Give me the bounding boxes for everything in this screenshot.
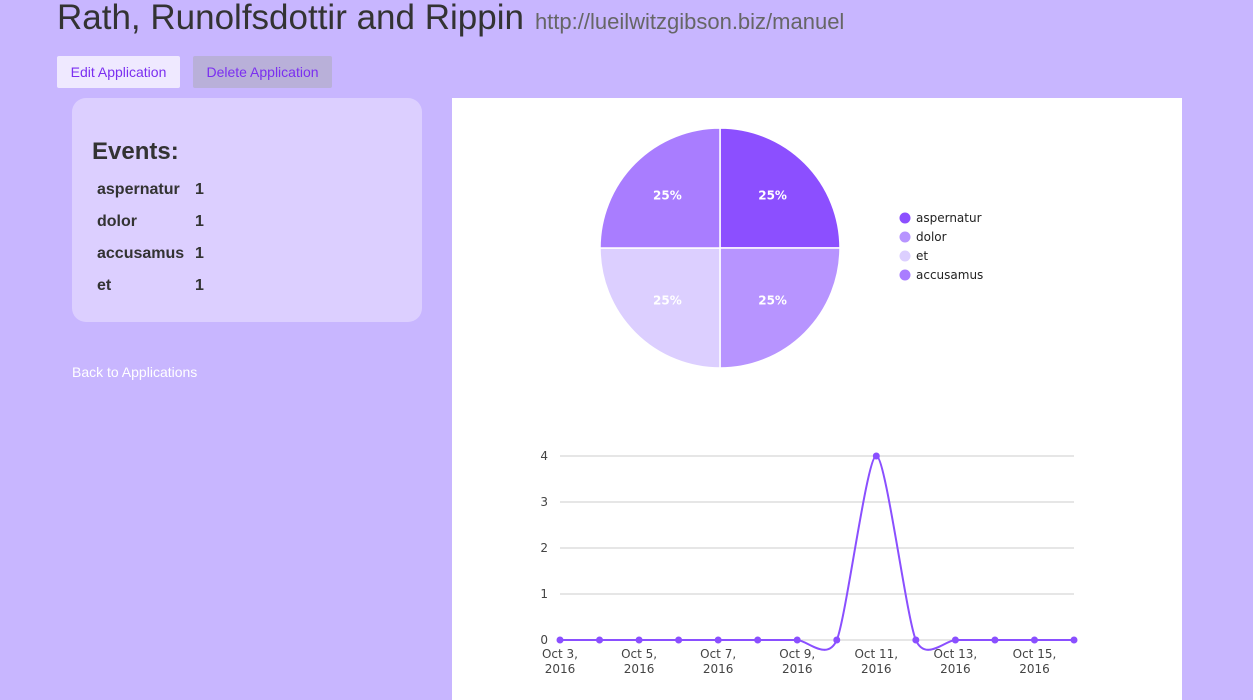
legend-swatch-accusamus bbox=[899, 269, 911, 281]
event-count: 1 bbox=[195, 277, 204, 294]
charts-canvas: 25% 25% 25% 25% aspernatur dolor et accusamus 0 1… bbox=[540, 127, 1078, 676]
data-point bbox=[596, 636, 604, 644]
data-point bbox=[754, 636, 762, 644]
back-to-applications-link[interactable]: Back to Applications bbox=[72, 364, 198, 380]
pie-slice-label: 25% bbox=[653, 188, 682, 202]
y-tick-label: 3 bbox=[540, 495, 548, 509]
application-title: Rath, Runolfsdottir and Rippin bbox=[57, 0, 524, 37]
page-header: Rath, Runolfsdottir and Rippin http://lu… bbox=[57, 0, 844, 40]
events-list: aspernatur 1 dolor 1 accusamus 1 et 1 bbox=[97, 181, 215, 309]
pie-slice-dolor bbox=[719, 247, 841, 369]
event-row: dolor 1 bbox=[97, 213, 215, 245]
application-url: http://lueilwitzgibson.biz/manuel bbox=[534, 9, 845, 34]
legend-label-dolor: dolor bbox=[916, 230, 947, 244]
pie-slice-label: 25% bbox=[758, 188, 787, 202]
x-tick-label: 2016 bbox=[624, 662, 655, 676]
x-tick-label: 2016 bbox=[703, 662, 734, 676]
event-count: 1 bbox=[195, 213, 204, 230]
legend-swatch-et bbox=[899, 250, 911, 262]
data-point bbox=[1030, 636, 1038, 644]
event-name: et bbox=[97, 277, 112, 294]
y-tick-label: 1 bbox=[540, 587, 548, 601]
edit-application-button[interactable]: Edit Application bbox=[57, 56, 180, 88]
event-name: aspernatur bbox=[97, 181, 180, 198]
pie-slice-label: 25% bbox=[758, 294, 787, 308]
event-count: 1 bbox=[195, 181, 204, 198]
data-point bbox=[872, 452, 880, 460]
event-row: aspernatur 1 bbox=[97, 181, 215, 213]
data-point bbox=[793, 636, 801, 644]
data-point bbox=[714, 636, 722, 644]
events-heading: Events: bbox=[92, 138, 179, 165]
data-point bbox=[951, 636, 959, 644]
x-tick-label: Oct 5, bbox=[621, 647, 657, 661]
pie-slice-aspernatur bbox=[719, 127, 841, 249]
x-tick-label: 2016 bbox=[782, 662, 813, 676]
data-point bbox=[991, 636, 999, 644]
y-tick-label: 2 bbox=[540, 541, 548, 555]
legend-label-accusamus: accusamus bbox=[916, 268, 983, 282]
chart-panel: 25% 25% 25% 25% aspernatur dolor et accusamus 0 1… bbox=[452, 98, 1182, 700]
pie-slice-accusamus bbox=[599, 127, 721, 249]
x-tick-label: 2016 bbox=[861, 662, 892, 676]
legend-swatch-dolor bbox=[899, 231, 911, 243]
event-count: 1 bbox=[195, 245, 204, 262]
x-tick-label: Oct 13, bbox=[934, 647, 978, 661]
event-name: dolor bbox=[97, 213, 137, 230]
legend-label-aspernatur: aspernatur bbox=[916, 211, 982, 225]
data-point bbox=[833, 636, 841, 644]
y-tick-label: 4 bbox=[540, 449, 548, 463]
data-point bbox=[675, 636, 683, 644]
delete-application-button[interactable]: Delete Application bbox=[193, 56, 332, 88]
event-row: et 1 bbox=[97, 277, 215, 309]
data-point bbox=[635, 636, 643, 644]
data-point bbox=[912, 636, 920, 644]
pie-slice-label: 25% bbox=[653, 294, 682, 308]
x-tick-label: Oct 11, bbox=[854, 647, 898, 661]
event-row: accusamus 1 bbox=[97, 245, 215, 277]
legend-swatch-aspernatur bbox=[899, 212, 911, 224]
data-point bbox=[556, 636, 564, 644]
y-tick-label: 0 bbox=[540, 633, 548, 647]
data-point bbox=[1070, 636, 1078, 644]
x-tick-label: Oct 3, bbox=[542, 647, 578, 661]
x-tick-label: 2016 bbox=[940, 662, 971, 676]
series-line bbox=[559, 454, 1074, 651]
events-card: Events: aspernatur 1 dolor 1 accusamus 1… bbox=[72, 98, 422, 322]
pie-slice-et bbox=[599, 247, 721, 369]
x-tick-label: 2016 bbox=[1019, 662, 1050, 676]
x-tick-label: Oct 15, bbox=[1013, 647, 1057, 661]
x-tick-label: Oct 9, bbox=[779, 647, 815, 661]
x-tick-label: Oct 7, bbox=[700, 647, 736, 661]
event-name: accusamus bbox=[97, 245, 185, 262]
legend-label-et: et bbox=[916, 249, 928, 263]
x-tick-label: 2016 bbox=[545, 662, 576, 676]
